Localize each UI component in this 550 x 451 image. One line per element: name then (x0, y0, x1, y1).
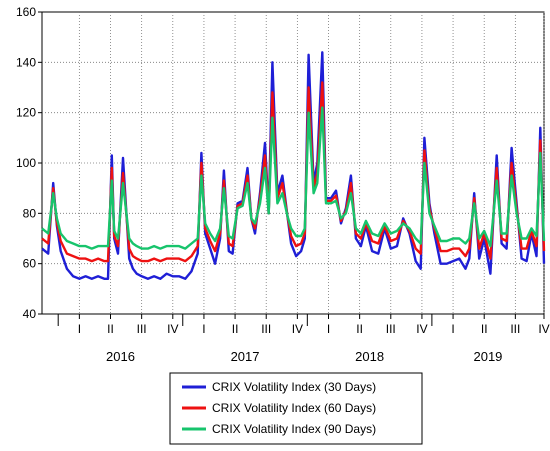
y-tick-label: 60 (23, 257, 37, 271)
quarter-label: IV (167, 322, 178, 336)
quarter-label: I (202, 322, 205, 336)
quarter-label: I (327, 322, 330, 336)
quarter-label: IV (538, 322, 549, 336)
legend-box (169, 372, 423, 445)
legend-label-30-days: CRIX Volatility Index (30 Days) (212, 380, 376, 394)
year-label: 2019 (473, 349, 502, 364)
y-tick-label: 160 (16, 5, 36, 19)
y-tick-label: 40 (23, 307, 37, 321)
series-line-90-days (41, 106, 546, 250)
quarter-label: III (386, 322, 396, 336)
legend-label-60-days: CRIX Volatility Index (60 Days) (212, 401, 376, 415)
quarter-label: I (78, 322, 81, 336)
series-layer (41, 51, 546, 280)
y-axis: 40 60 80 100 120 140 160 (16, 5, 42, 321)
quarter-label: II (481, 322, 488, 336)
quarter-label: III (510, 322, 520, 336)
plot-frame (41, 11, 545, 315)
y-tick-label: 100 (16, 156, 36, 170)
legend-label-90-days: CRIX Volatility Index (90 Days) (212, 422, 376, 436)
y-tick-label: 120 (16, 106, 36, 120)
quarter-label: I (451, 322, 454, 336)
quarter-label: II (232, 322, 239, 336)
year-label: 2017 (231, 349, 260, 364)
quarter-label: IV (292, 322, 303, 336)
year-label: 2016 (106, 349, 135, 364)
legend: CRIX Volatility Index (30 Days) CRIX Vol… (169, 372, 423, 445)
y-tick-label: 140 (16, 55, 36, 69)
quarter-label: III (261, 322, 271, 336)
y-tick-label: 80 (23, 206, 37, 220)
quarter-label: IV (416, 322, 427, 336)
quarter-label: II (356, 322, 363, 336)
quarter-label: II (107, 322, 114, 336)
year-label: 2018 (355, 349, 384, 364)
quarter-label: III (137, 322, 147, 336)
